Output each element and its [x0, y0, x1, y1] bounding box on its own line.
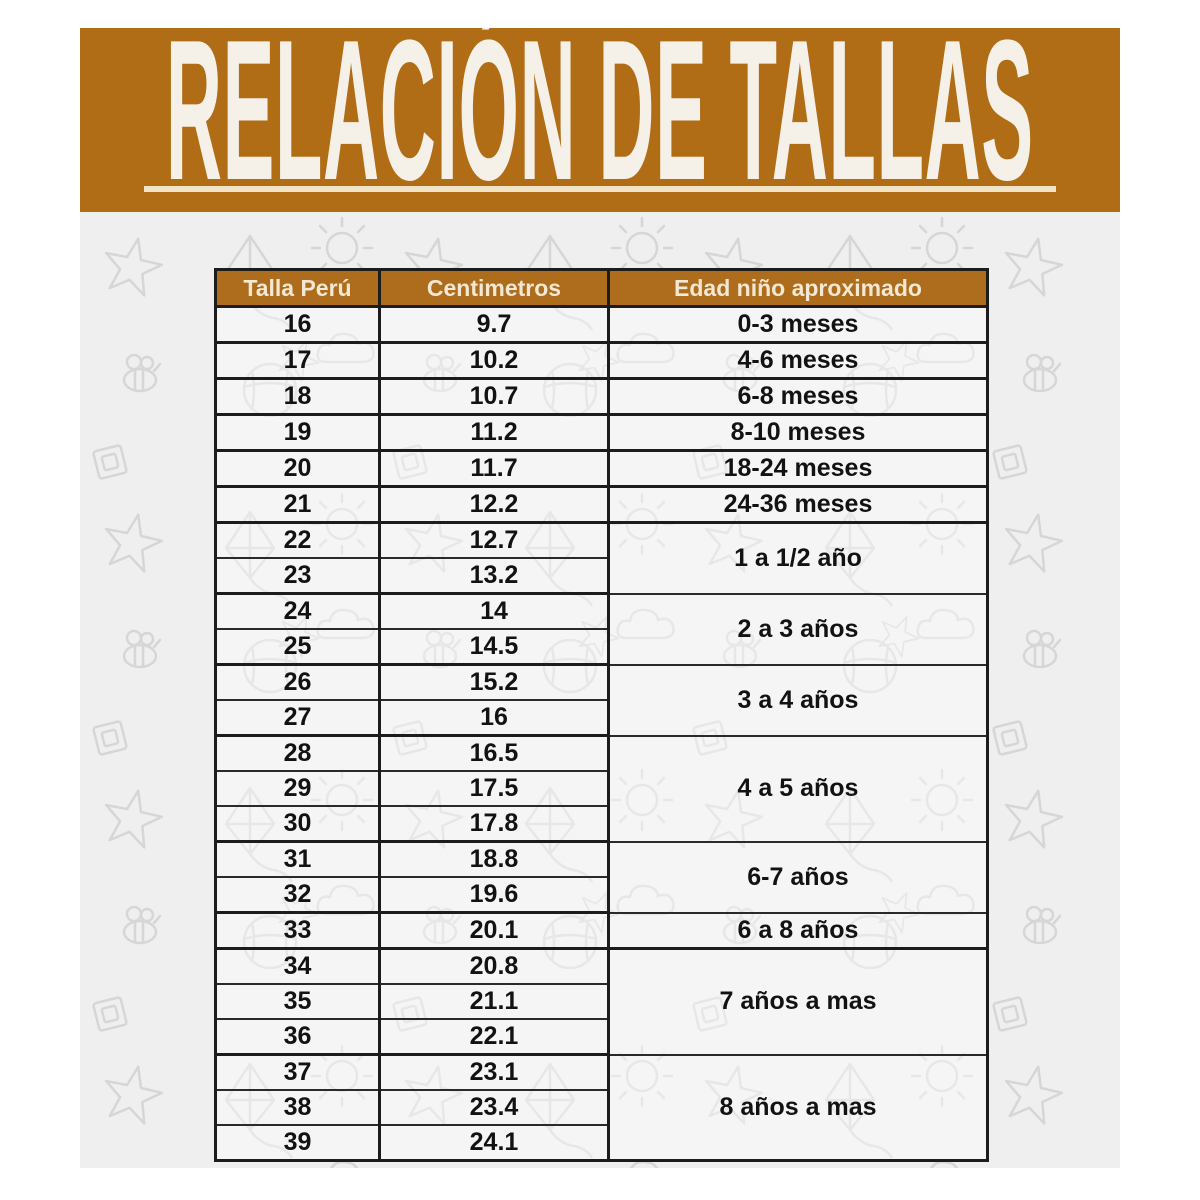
table-row: 20 11.7 18-24 meses [214, 450, 989, 488]
table-row: 17 10.2 4-6 meses [214, 342, 989, 380]
age-cell: 2 a 3 años [607, 593, 989, 666]
title-underline [144, 186, 1056, 192]
table-row: 25 14.5 [214, 629, 988, 666]
table-row: 32 19.6 [214, 877, 988, 914]
table-row: 19 11.2 8-10 meses [214, 414, 989, 452]
talla-cell: 31 [214, 841, 381, 878]
talla-cell: 27 [214, 700, 381, 737]
talla-cell: 26 [214, 664, 381, 701]
cm-cell: 16 [378, 700, 610, 737]
age-cell: 7 años a mas [607, 948, 989, 1056]
age-cell: 6-8 meses [607, 378, 989, 416]
cm-cell: 15.2 [378, 664, 610, 701]
talla-cell: 28 [214, 735, 381, 772]
age-cell: 8 años a mas [607, 1054, 989, 1162]
table-row: 16 9.7 0-3 meses [214, 306, 989, 344]
talla-cell: 34 [214, 948, 381, 985]
talla-cell: 38 [214, 1090, 381, 1126]
cm-cell: 19.6 [378, 877, 610, 914]
table-header-row: Talla Perú Centimetros Edad niño aproxim… [214, 268, 989, 308]
table-row: 31 18.8 6-7 años [214, 841, 989, 914]
cm-cell: 18.8 [378, 841, 610, 878]
table-row: 22 12.7 1 a 1/2 año [214, 522, 989, 595]
table-row: 28 16.5 4 a 5 años [214, 735, 989, 843]
table-row: 18 10.7 6-8 meses [214, 378, 989, 416]
cm-cell: 10.7 [378, 378, 610, 416]
column-header-edad: Edad niño aproximado [607, 268, 989, 308]
table-row: 30 17.8 [214, 806, 988, 843]
table-row: 27 16 [214, 700, 988, 737]
talla-cell: 17 [214, 342, 381, 380]
table-row: 26 15.2 3 a 4 años [214, 664, 989, 737]
cm-cell: 13.2 [378, 558, 610, 595]
cm-cell: 17.5 [378, 771, 610, 807]
age-cell: 0-3 meses [607, 306, 989, 344]
age-cell: 4 a 5 años [607, 735, 989, 843]
table-row: 35 21.1 [214, 984, 988, 1020]
age-cell: 1 a 1/2 año [607, 522, 989, 595]
table-row: 24 14 2 a 3 años [214, 593, 989, 666]
cm-cell: 16.5 [378, 735, 610, 772]
age-cell: 6-7 años [607, 841, 989, 914]
table-row: 37 23.1 8 años a mas [214, 1054, 989, 1162]
cm-cell: 12.7 [378, 522, 610, 559]
table-row: 21 12.2 24-36 meses [214, 486, 989, 524]
age-cell: 3 a 4 años [607, 664, 989, 737]
talla-cell: 29 [214, 771, 381, 807]
talla-cell: 37 [214, 1054, 381, 1091]
cm-cell: 10.2 [378, 342, 610, 380]
cm-cell: 11.2 [378, 414, 610, 452]
talla-cell: 22 [214, 522, 381, 559]
talla-cell: 19 [214, 414, 381, 452]
table-row: 33 20.1 6 a 8 años [214, 912, 989, 950]
cm-cell: 20.8 [378, 948, 610, 985]
column-header-talla: Talla Perú [214, 268, 381, 308]
cm-cell: 14 [378, 593, 610, 630]
talla-cell: 16 [214, 306, 381, 344]
talla-cell: 25 [214, 629, 381, 666]
cm-cell: 20.1 [378, 912, 610, 950]
talla-cell: 18 [214, 378, 381, 416]
size-table: Talla Perú Centimetros Edad niño aproxim… [214, 268, 989, 1162]
age-cell: 6 a 8 años [607, 912, 989, 950]
table-row: 38 23.4 [214, 1090, 988, 1126]
title-banner: RELACIÓN DE TALLAS [80, 28, 1120, 212]
talla-cell: 33 [214, 912, 381, 950]
talla-cell: 20 [214, 450, 381, 488]
talla-cell: 23 [214, 558, 381, 595]
column-header-centimetros: Centimetros [378, 268, 610, 308]
talla-cell: 36 [214, 1019, 381, 1056]
age-cell: 24-36 meses [607, 486, 989, 524]
cm-cell: 14.5 [378, 629, 610, 666]
cm-cell: 9.7 [378, 306, 610, 344]
cm-cell: 12.2 [378, 486, 610, 524]
age-cell: 8-10 meses [607, 414, 989, 452]
page-title: RELACIÓN DE TALLAS [166, 28, 1034, 212]
table-row: 29 17.5 [214, 771, 988, 807]
talla-cell: 24 [214, 593, 381, 630]
talla-cell: 39 [214, 1125, 381, 1162]
cm-cell: 17.8 [378, 806, 610, 843]
cm-cell: 21.1 [378, 984, 610, 1020]
table-row: 34 20.8 7 años a mas [214, 948, 989, 1056]
table-row: 23 13.2 [214, 558, 988, 595]
cm-cell: 22.1 [378, 1019, 610, 1056]
age-cell: 18-24 meses [607, 450, 989, 488]
cm-cell: 23.4 [378, 1090, 610, 1126]
table-row: 39 24.1 [214, 1125, 988, 1162]
talla-cell: 32 [214, 877, 381, 914]
cm-cell: 23.1 [378, 1054, 610, 1091]
cm-cell: 24.1 [378, 1125, 610, 1162]
talla-cell: 21 [214, 486, 381, 524]
talla-cell: 30 [214, 806, 381, 843]
cm-cell: 11.7 [378, 450, 610, 488]
table-row: 36 22.1 [214, 1019, 988, 1056]
talla-cell: 35 [214, 984, 381, 1020]
age-cell: 4-6 meses [607, 342, 989, 380]
